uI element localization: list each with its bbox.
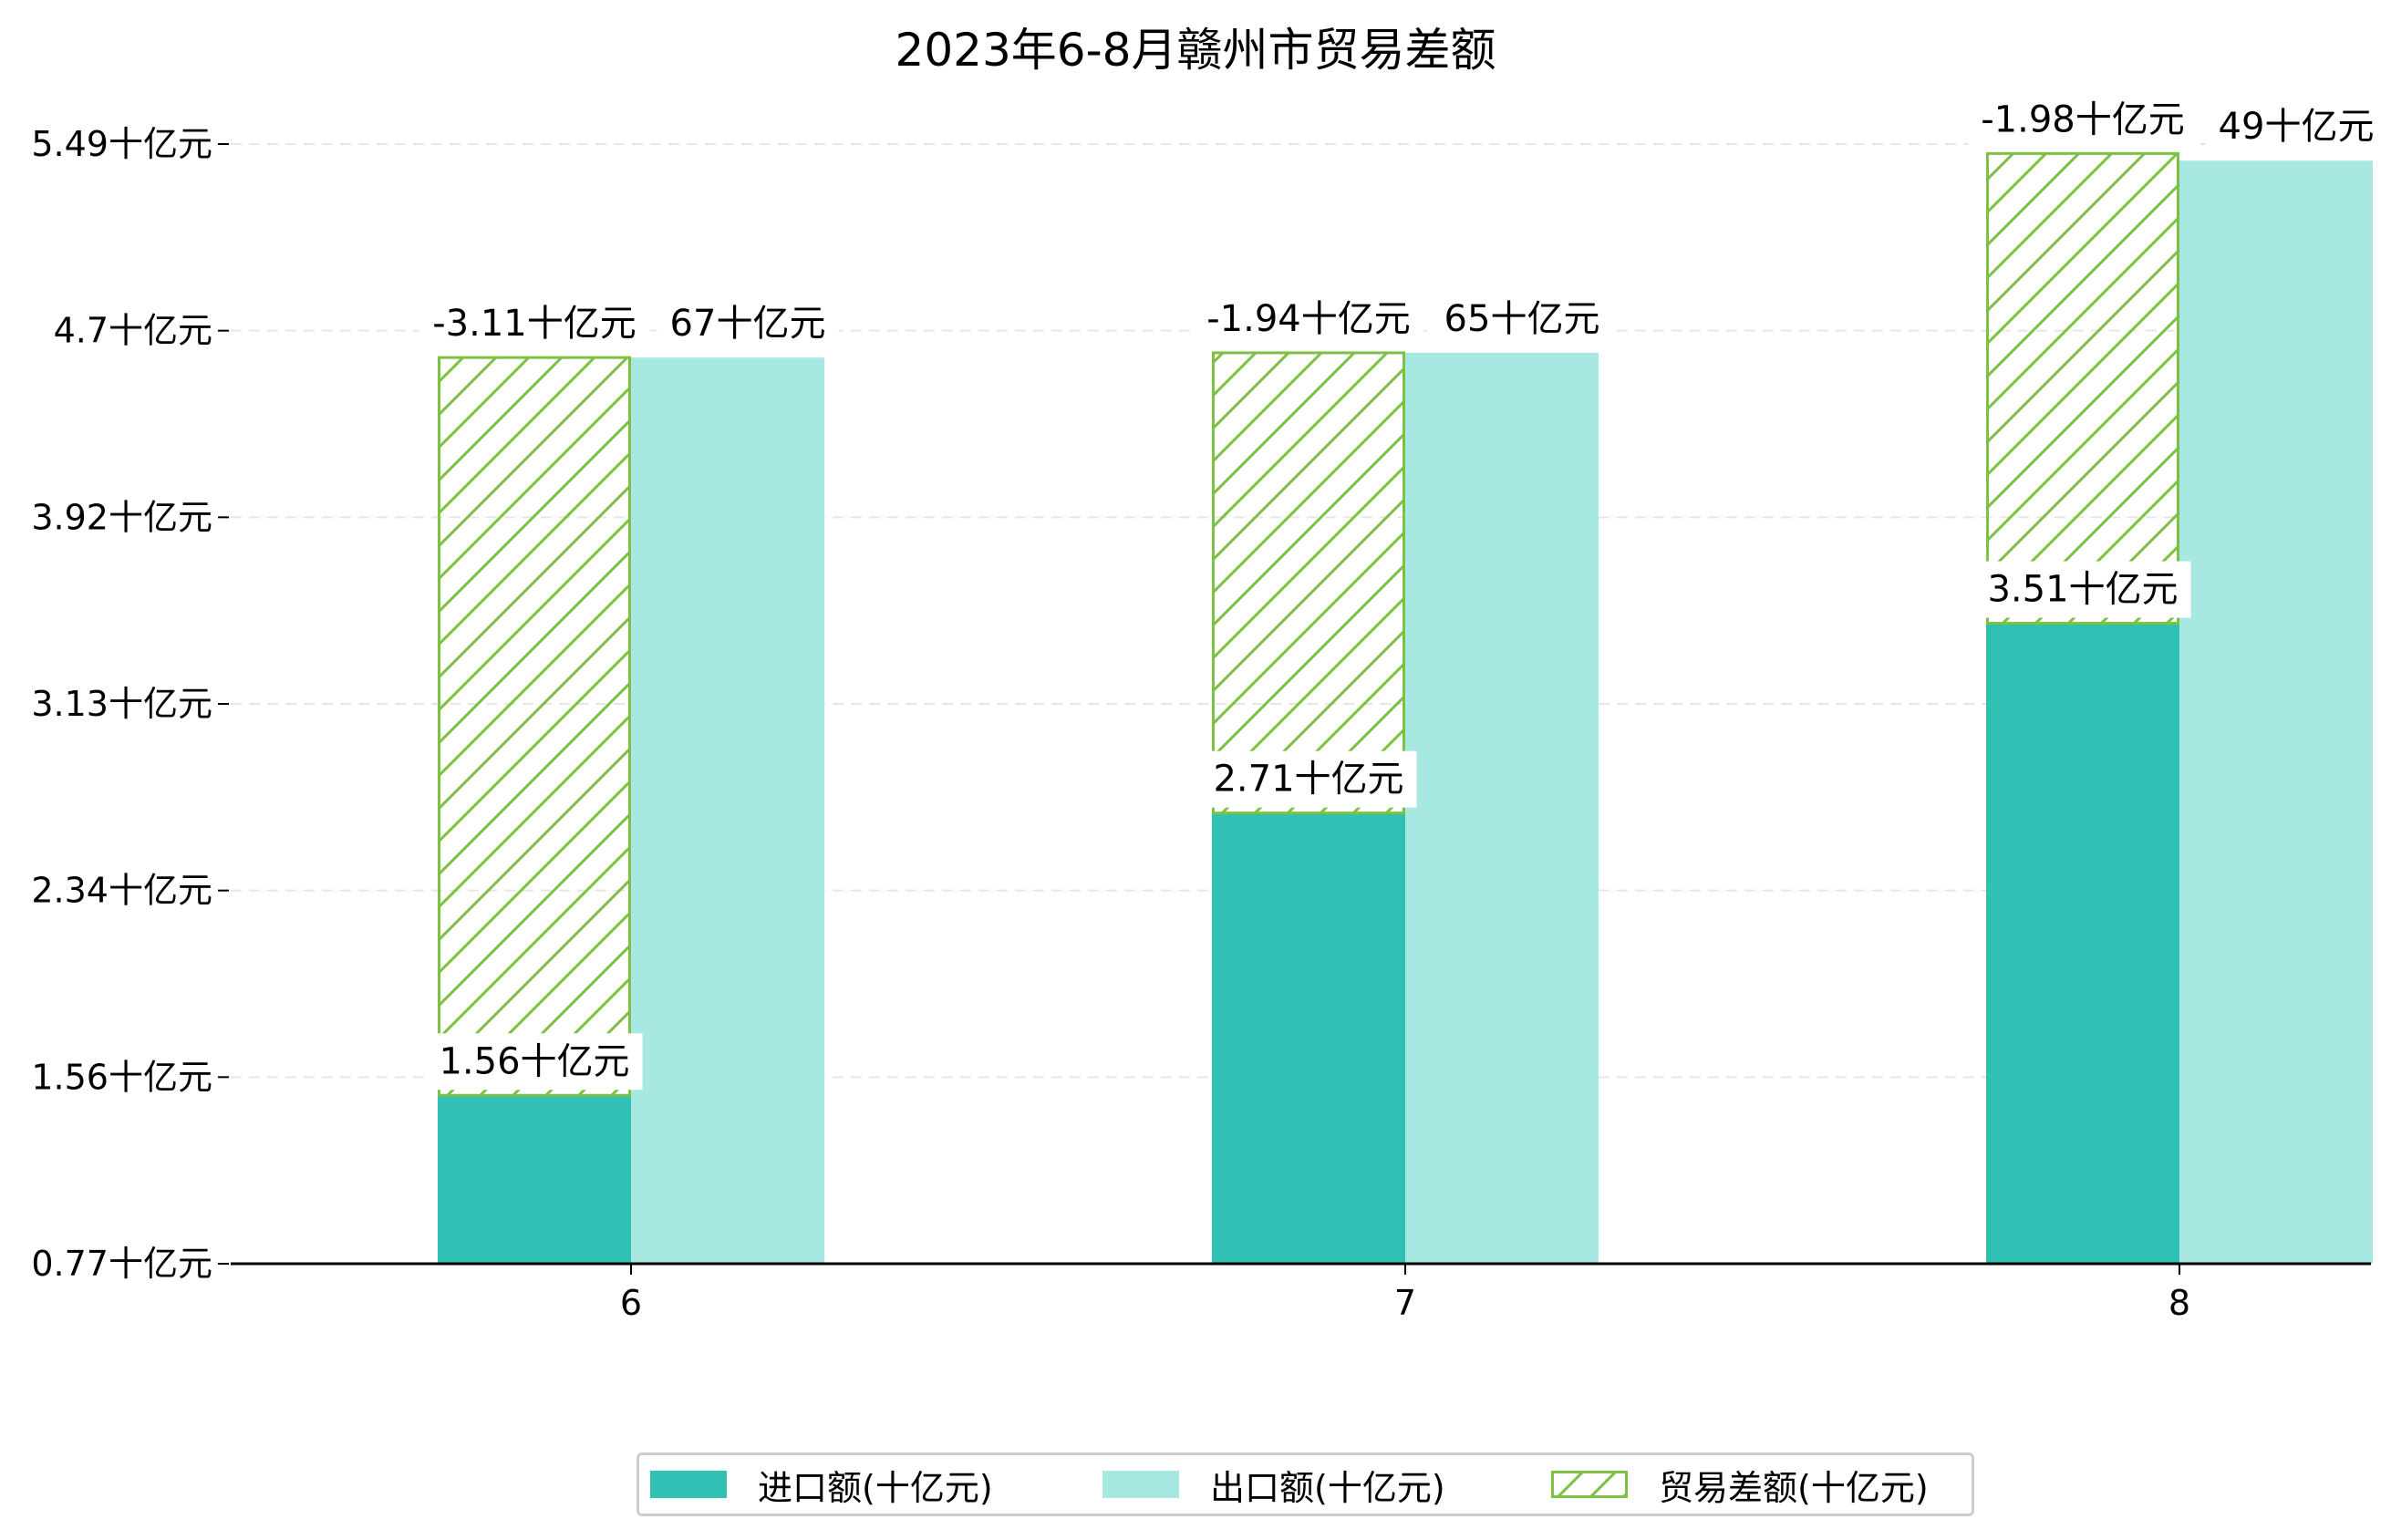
legend-item-import: 进口额(十亿元) xyxy=(650,1455,993,1514)
balance-value-label-text: -1.98十亿元 xyxy=(1981,98,2185,140)
legend-item-balance: 贸易差额(十亿元) xyxy=(1551,1455,1929,1514)
legend-label-export: 出口额(十亿元) xyxy=(1210,1467,1445,1508)
y-tick-label: 4.7十亿元 xyxy=(54,311,212,351)
legend-label-import: 进口额(十亿元) xyxy=(758,1467,993,1508)
y-tick-label: 2.34十亿元 xyxy=(31,871,212,911)
import-value-label-bg xyxy=(1974,561,2191,618)
export-value-label-text: 49十亿元 xyxy=(2219,106,2375,148)
legend-swatch-balance xyxy=(1551,1471,1628,1498)
legend-swatch-export xyxy=(1102,1471,1179,1498)
export-bar xyxy=(1405,352,1599,1264)
balance-value-label: -3.11十亿元 xyxy=(419,295,649,353)
balance-value-label-bg xyxy=(1968,91,2198,149)
x-tick-label: 7 xyxy=(1394,1283,1416,1323)
axes: 0.77十亿元 1.56十亿元 2.34十亿元 3.13十亿元 3.92十亿元 4.7十亿… xyxy=(31,124,2371,1323)
balance-value-label: -1.98十亿元 xyxy=(1968,91,2198,149)
y-tick-label: 0.77十亿元 xyxy=(31,1244,212,1284)
export-value-label: 67十亿元 xyxy=(657,295,839,353)
export-value-label-bg xyxy=(1431,290,1613,347)
import-value-label-bg xyxy=(1200,750,1417,808)
import-bar xyxy=(1212,812,1405,1264)
export-value-label-bg xyxy=(2205,98,2387,156)
legend-swatch-import xyxy=(650,1471,727,1498)
balance-bar xyxy=(1212,351,1405,815)
chart-title: 2023年6-8月赣州市贸易差额 xyxy=(895,24,1496,77)
y-tick-label: 3.13十亿元 xyxy=(31,684,212,724)
y-tick-label: 3.92十亿元 xyxy=(31,497,212,537)
import-bar xyxy=(1986,623,2179,1264)
balance-value-label-text: -3.11十亿元 xyxy=(432,303,637,345)
export-value-label: 65十亿元 xyxy=(1431,290,1613,347)
y-tick-label: 5.49十亿元 xyxy=(31,124,212,164)
export-value-label: 49十亿元 xyxy=(2205,98,2387,156)
export-bar xyxy=(631,357,824,1264)
x-tick-label: 6 xyxy=(620,1283,642,1323)
balance-value-label-bg xyxy=(1194,290,1423,347)
export-value-label-text: 65十亿元 xyxy=(1444,298,1600,340)
balance-bar xyxy=(438,356,631,1097)
import-value-label-bg xyxy=(426,1033,643,1090)
balance-value-label-bg xyxy=(419,295,649,353)
export-value-label-text: 67十亿元 xyxy=(670,303,826,345)
import-value-label: 2.71十亿元 xyxy=(1200,750,1417,808)
y-tick-label: 1.56十亿元 xyxy=(31,1057,212,1097)
x-tick-label: 8 xyxy=(2168,1283,2190,1323)
import-value-label: 1.56十亿元 xyxy=(426,1033,643,1090)
export-value-label-bg xyxy=(657,295,839,353)
import-bar xyxy=(438,1095,631,1264)
import-value-label: 3.51十亿元 xyxy=(1974,561,2191,618)
data-labels: 1.56十亿元 -3.11十亿元 67十亿元 2.71十亿元 -1.94十亿元 65十亿元… xyxy=(419,91,2387,1090)
legend-label-balance: 贸易差额(十亿元) xyxy=(1659,1467,1929,1508)
import-value-label-text: 3.51十亿元 xyxy=(1987,569,2178,611)
legend: 进口额(十亿元) 出口额(十亿元) 贸易差额(十亿元) xyxy=(637,1452,1974,1516)
balance-bar xyxy=(1986,151,2179,625)
balance-value-label: -1.94十亿元 xyxy=(1194,290,1423,347)
import-value-label-text: 1.56十亿元 xyxy=(439,1040,629,1082)
bars xyxy=(438,151,2373,1264)
balance-value-label-text: -1.94十亿元 xyxy=(1206,298,1411,340)
import-value-label-text: 2.71十亿元 xyxy=(1213,759,1403,801)
legend-item-export: 出口额(十亿元) xyxy=(1102,1455,1445,1514)
export-bar xyxy=(2179,160,2373,1264)
